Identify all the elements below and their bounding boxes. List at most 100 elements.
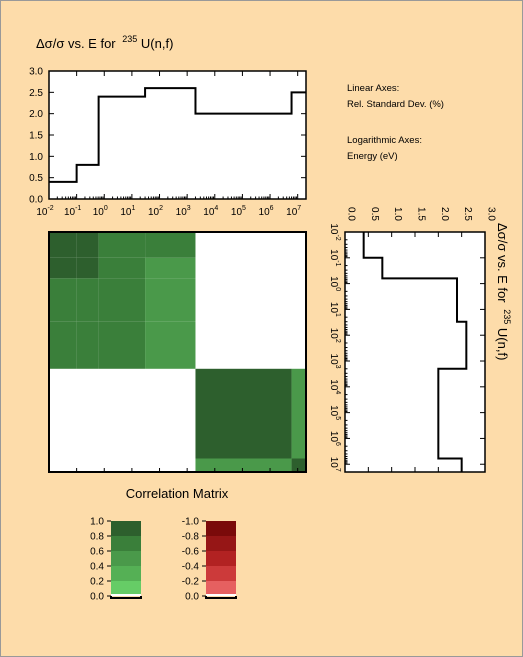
legend-positive-label: 0.2 xyxy=(90,577,104,588)
matrix-cell xyxy=(98,232,146,258)
top-y-tick-label: 3.0 xyxy=(29,67,43,78)
matrix-cell xyxy=(145,232,196,258)
legend-negative-swatch xyxy=(206,521,236,536)
matrix-cell xyxy=(291,458,306,472)
legend-negative-correlation: -1.0 -0.8 -0.6 -0.4 -0.2 0.0 xyxy=(182,517,237,603)
top-y-tick-label: 2.5 xyxy=(29,88,43,99)
matrix-cell xyxy=(76,232,99,258)
top-x-tick-label: 106 xyxy=(259,205,274,218)
top-y-tick-label: 1.5 xyxy=(29,131,43,142)
note-log-axes: Logarithmic Axes: xyxy=(347,135,422,146)
legend-positive-label: 0.8 xyxy=(90,532,104,543)
right-x-tick-label: 2.0 xyxy=(439,207,450,221)
legend-positive-swatch xyxy=(111,536,141,551)
right-x-tick-label: 0.0 xyxy=(346,207,357,221)
legend-positive-swatch xyxy=(111,581,141,596)
right-y-tick-label: 10-1 xyxy=(328,249,341,266)
right-chart-title: Δσ/σ vs. E for 235 U(n,f) xyxy=(495,223,516,360)
matrix-cell xyxy=(145,278,196,322)
matrix-cell xyxy=(195,368,292,459)
top-x-tick-label: 107 xyxy=(286,205,301,218)
legend-negative-swatch xyxy=(206,581,236,596)
note-linear-axes: Linear Axes: xyxy=(347,83,399,94)
matrix-cell xyxy=(49,232,77,258)
legend-negative-label: -0.8 xyxy=(182,532,200,543)
top-x-tick-label: 10-2 xyxy=(36,205,53,218)
top-y-tick-label: 2.0 xyxy=(29,109,43,120)
matrix-cell xyxy=(145,257,196,279)
right-y-tick-label: 102 xyxy=(328,328,341,343)
matrix-cell xyxy=(98,257,146,279)
matrix-cell xyxy=(98,278,146,322)
top-chart-plot-area xyxy=(48,70,307,200)
top-y-tick-label: 0.0 xyxy=(29,195,43,206)
legend-positive-swatch xyxy=(111,521,141,536)
right-y-tick-label: 10-2 xyxy=(328,223,341,240)
top-x-tick-label: 100 xyxy=(93,205,108,218)
matrix-cell xyxy=(49,278,77,322)
right-x-tick-label: 1.5 xyxy=(416,207,427,221)
top-x-tick-label: 10-1 xyxy=(64,205,81,218)
legend-negative-swatch xyxy=(206,566,236,581)
legend-negative-label: -0.6 xyxy=(182,547,200,558)
right-y-tick-label: 104 xyxy=(328,379,341,394)
legend-positive-correlation: 1.0 0.8 0.6 0.4 0.2 0.0 xyxy=(90,517,142,603)
right-y-tick-label: 103 xyxy=(328,354,341,369)
legend-positive-label: 0.4 xyxy=(90,562,104,573)
top-y-tick-label: 1.0 xyxy=(29,152,43,163)
legend-negative-label: -0.2 xyxy=(182,577,200,588)
right-y-tick-label: 101 xyxy=(328,302,341,317)
legend-positive-swatch xyxy=(111,551,141,566)
legend-positive-label: 0.6 xyxy=(90,547,104,558)
right-y-tick-label: 107 xyxy=(328,457,341,472)
legend-positive-label: 0.0 xyxy=(90,592,104,603)
top-chart-title: Δσ/σ vs. E for 235 U(n,f) xyxy=(36,30,173,51)
right-x-tick-label: 2.5 xyxy=(462,207,473,221)
right-x-tick-label: 1.0 xyxy=(392,207,403,221)
matrix-cell xyxy=(76,257,99,279)
matrix-frame xyxy=(48,231,307,473)
legend-negative-swatch-zero xyxy=(206,594,236,596)
note-log-desc: Energy (eV) xyxy=(347,151,398,162)
matrix-cell xyxy=(98,321,146,369)
right-chart-step-line xyxy=(362,232,468,472)
matrix-cell xyxy=(291,368,306,459)
matrix-cell xyxy=(49,257,77,279)
legend-negative-base xyxy=(205,596,237,599)
right-y-tick-label: 100 xyxy=(328,276,341,291)
matrix-title: Correlation Matrix xyxy=(126,486,229,501)
top-x-tick-label: 102 xyxy=(148,205,163,218)
right-y-tick-label: 106 xyxy=(328,431,341,446)
legend-positive-base xyxy=(110,596,142,599)
right-uncertainty-chart: 0.0 0.5 1.0 1.5 2.0 2.5 3.0 10-2 10-1 100 101 102 1… xyxy=(328,207,516,473)
right-x-tick-label: 0.5 xyxy=(369,207,380,221)
axes-notes: Linear Axes: Rel. Standard Dev. (%) Loga… xyxy=(347,83,444,162)
top-x-tick-label: 101 xyxy=(120,205,135,218)
top-x-tick-label: 105 xyxy=(231,205,246,218)
top-y-tick-label: 0.5 xyxy=(29,173,43,184)
matrix-cell xyxy=(145,321,196,369)
legend-negative-label: 0.0 xyxy=(185,592,199,603)
right-y-tick-label: 105 xyxy=(328,405,341,420)
top-x-tick-label: 104 xyxy=(203,205,218,218)
matrix-cell xyxy=(76,321,99,369)
top-x-tick-label: 103 xyxy=(176,205,191,218)
top-uncertainty-chart: Δσ/σ vs. E for 235 U(n,f) 0.0 0.5 1.0 1.5 2.… xyxy=(29,30,307,218)
legend-positive-swatch-zero xyxy=(111,594,141,596)
matrix-cell xyxy=(76,278,99,322)
correlation-matrix: Correlation Matrix xyxy=(48,231,307,501)
right-x-tick-label: 3.0 xyxy=(486,207,497,221)
legend-negative-label: -0.4 xyxy=(182,562,200,573)
note-linear-desc: Rel. Standard Dev. (%) xyxy=(347,99,444,110)
legend-negative-swatch xyxy=(206,551,236,566)
legend-negative-swatch xyxy=(206,536,236,551)
right-chart-plot-area xyxy=(344,231,486,473)
legend-positive-label: 1.0 xyxy=(90,517,104,528)
matrix-cell xyxy=(49,321,77,369)
matrix-cell xyxy=(195,458,292,472)
legend-negative-label: -1.0 xyxy=(182,517,200,528)
top-chart-step-line xyxy=(49,87,306,183)
legend-positive-swatch xyxy=(111,566,141,581)
